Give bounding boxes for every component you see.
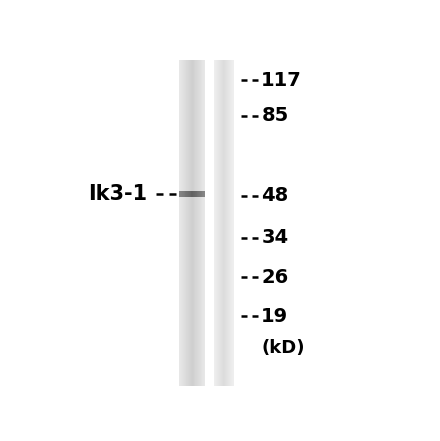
- Bar: [230, 60, 231, 386]
- Bar: [225, 60, 226, 386]
- Bar: [184, 60, 185, 386]
- Bar: [189, 60, 190, 386]
- Text: (kD): (kD): [261, 339, 305, 357]
- Text: Ik3-1: Ik3-1: [88, 184, 148, 204]
- Bar: [200, 60, 201, 386]
- Bar: [199, 60, 200, 386]
- Bar: [228, 60, 229, 386]
- Bar: [194, 60, 195, 386]
- Bar: [220, 60, 221, 386]
- Text: 26: 26: [261, 268, 289, 287]
- Bar: [203, 191, 204, 197]
- Bar: [180, 191, 181, 197]
- Bar: [202, 60, 203, 386]
- Bar: [181, 60, 182, 386]
- Bar: [194, 191, 195, 197]
- Bar: [204, 191, 205, 197]
- Bar: [197, 60, 198, 386]
- Bar: [203, 60, 204, 386]
- Text: 48: 48: [261, 186, 289, 205]
- Bar: [215, 60, 216, 386]
- Bar: [193, 191, 194, 197]
- Bar: [186, 60, 187, 386]
- Text: 19: 19: [261, 306, 289, 325]
- Bar: [231, 60, 232, 386]
- Bar: [195, 191, 196, 197]
- Bar: [233, 60, 234, 386]
- Bar: [199, 191, 200, 197]
- Bar: [195, 60, 196, 386]
- Bar: [190, 60, 191, 386]
- Bar: [182, 191, 183, 197]
- Bar: [217, 60, 218, 386]
- Bar: [204, 60, 205, 386]
- Bar: [201, 60, 202, 386]
- Bar: [192, 191, 193, 197]
- Bar: [214, 60, 215, 386]
- Bar: [187, 191, 188, 197]
- Bar: [183, 191, 184, 197]
- Bar: [180, 60, 181, 386]
- Bar: [183, 60, 184, 386]
- Bar: [196, 60, 197, 386]
- Bar: [191, 60, 192, 386]
- Bar: [223, 60, 224, 386]
- Bar: [193, 60, 194, 386]
- Bar: [219, 60, 220, 386]
- Bar: [185, 60, 186, 386]
- Bar: [192, 60, 193, 386]
- Bar: [188, 60, 189, 386]
- Bar: [184, 191, 185, 197]
- Bar: [185, 191, 186, 197]
- Bar: [221, 60, 222, 386]
- Bar: [196, 191, 197, 197]
- Bar: [224, 60, 225, 386]
- Bar: [202, 191, 203, 197]
- Bar: [201, 191, 202, 197]
- Bar: [229, 60, 230, 386]
- Bar: [227, 60, 228, 386]
- Bar: [198, 60, 199, 386]
- Bar: [186, 191, 187, 197]
- Bar: [191, 191, 192, 197]
- Text: 34: 34: [261, 228, 289, 247]
- Bar: [232, 60, 233, 386]
- Bar: [213, 60, 214, 386]
- Bar: [226, 60, 227, 386]
- Bar: [182, 60, 183, 386]
- Bar: [188, 191, 189, 197]
- Text: 85: 85: [261, 106, 289, 125]
- Bar: [181, 191, 182, 197]
- Text: 117: 117: [261, 71, 302, 90]
- Bar: [222, 60, 223, 386]
- Bar: [187, 60, 188, 386]
- Bar: [200, 191, 201, 197]
- Bar: [190, 191, 191, 197]
- Bar: [216, 60, 217, 386]
- Bar: [218, 60, 219, 386]
- Bar: [198, 191, 199, 197]
- Bar: [197, 191, 198, 197]
- Bar: [189, 191, 190, 197]
